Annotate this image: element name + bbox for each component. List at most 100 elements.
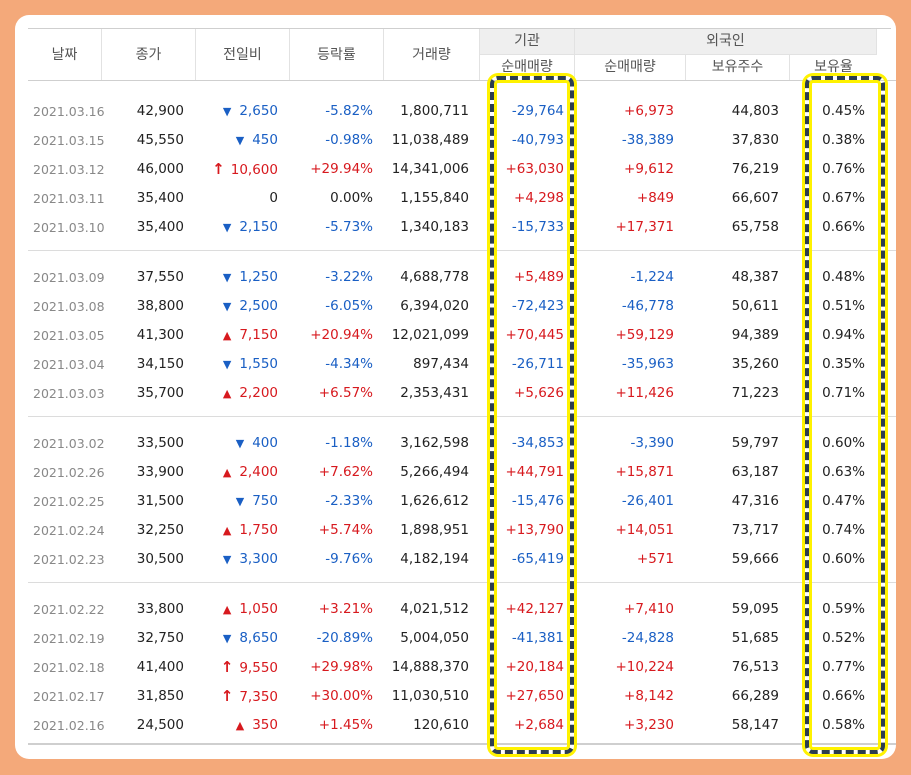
ratio-cell: 0.38%	[822, 132, 865, 148]
close-cell: 35,400	[136, 219, 184, 235]
ratio-cell: 0.45%	[822, 103, 865, 119]
date-cell: 2021.03.04	[33, 357, 105, 372]
institution-net-cell: -72,423	[511, 298, 564, 314]
foreign-net-cell: -46,778	[621, 298, 674, 314]
highlight-ownership-ratio-column	[805, 76, 885, 754]
col-header-date: 날짜	[28, 29, 102, 81]
down-triangle-icon: ▼	[222, 271, 232, 284]
date-cell: 2021.03.08	[33, 299, 105, 314]
change-value: 0	[269, 190, 278, 206]
table-row: 2021.02.23 30,500 ▼ 3,300 -9.76% 4,182,194 -65…	[15, 545, 896, 574]
table-row: 2021.03.10 35,400 ▼ 2,150 -5.73% 1,340,183 -15…	[15, 213, 896, 242]
holdings-cell: 44,803	[731, 103, 779, 119]
foreign-net-cell: +6,973	[624, 103, 674, 119]
table-row: 2021.03.02 33,500 ▼ 400 -1.18% 3,162,598 -34,8…	[15, 429, 896, 458]
col-header-holdings: 보유주수	[686, 54, 790, 81]
holdings-cell: 66,289	[731, 688, 779, 704]
close-cell: 33,900	[136, 464, 184, 480]
foreign-net-cell: +15,871	[615, 464, 674, 480]
date-cell: 2021.02.25	[33, 494, 105, 509]
date-cell: 2021.03.15	[33, 133, 105, 148]
change-value: 2,200	[239, 385, 278, 401]
foreign-net-cell: +849	[636, 190, 674, 206]
rate-cell: +6.57%	[318, 385, 373, 401]
close-cell: 32,250	[136, 522, 184, 538]
close-cell: 33,800	[136, 601, 184, 617]
close-cell: 38,800	[136, 298, 184, 314]
date-cell: 2021.03.16	[33, 104, 105, 119]
table-row: 2021.02.25 31,500 ▼ 750 -2.33% 1,626,612 -15,4…	[15, 487, 896, 516]
rate-cell: +30.00%	[310, 688, 373, 704]
volume-cell: 4,688,778	[400, 269, 469, 285]
date-cell: 2021.03.02	[33, 436, 105, 451]
foreign-net-cell: +14,051	[615, 522, 674, 538]
date-cell: 2021.02.16	[33, 718, 105, 733]
table-row: 2021.02.17 31,850 ↑ 7,350 +30.00% 11,030,510 +…	[15, 682, 896, 711]
rate-cell: -5.82%	[325, 103, 373, 119]
foreign-net-cell: -35,963	[621, 356, 674, 372]
close-cell: 35,400	[136, 190, 184, 206]
col-header-inst-net: 순매매량	[480, 54, 575, 81]
change-value: 3,300	[239, 551, 278, 567]
institution-net-cell: +13,790	[505, 522, 564, 538]
up-triangle-icon: ▲	[235, 719, 245, 732]
table-row: 2021.03.16 42,900 ▼ 2,650 -5.82% 1,800,711 -29…	[15, 97, 896, 126]
table-row: 2021.02.26 33,900 ▲ 2,400 +7.62% 5,266,494 +44…	[15, 458, 896, 487]
change-cell: ▲ 1,050	[223, 595, 278, 624]
change-value: 750	[252, 493, 278, 509]
rate-cell: -2.33%	[325, 493, 373, 509]
foreign-net-cell: +59,129	[615, 327, 674, 343]
volume-cell: 1,898,951	[400, 522, 469, 538]
col-header-close: 종가	[102, 29, 196, 81]
volume-cell: 1,340,183	[400, 219, 469, 235]
change-cell: ▼ 2,500	[223, 292, 278, 321]
change-cell: ▼ 450	[236, 126, 278, 155]
close-cell: 46,000	[136, 161, 184, 177]
foreign-net-cell: -1,224	[630, 269, 674, 285]
holdings-cell: 50,611	[731, 298, 779, 314]
change-cell: ▲ 1,750	[223, 516, 278, 545]
change-cell: 0	[269, 184, 278, 213]
up-triangle-icon: ▲	[222, 329, 232, 342]
ratio-cell: 0.35%	[822, 356, 865, 372]
ratio-cell: 0.51%	[822, 298, 865, 314]
down-triangle-icon: ▼	[222, 358, 232, 371]
date-cell: 2021.03.10	[33, 220, 105, 235]
down-triangle-icon: ▼	[222, 300, 232, 313]
date-cell: 2021.03.09	[33, 270, 105, 285]
ratio-cell: 0.74%	[822, 522, 865, 538]
date-cell: 2021.02.24	[33, 523, 105, 538]
change-value: 8,650	[239, 630, 278, 646]
institution-net-cell: +42,127	[505, 601, 564, 617]
institution-net-cell: +5,626	[514, 385, 564, 401]
rate-cell: -20.89%	[316, 630, 373, 646]
col-header-change: 전일비	[196, 29, 290, 81]
table-row: 2021.03.05 41,300 ▲ 7,150 +20.94% 12,021,099 +…	[15, 321, 896, 350]
change-cell: ▼ 2,650	[223, 97, 278, 126]
change-value: 2,650	[239, 103, 278, 119]
upper-limit-arrow-icon: ↑	[220, 658, 234, 676]
ratio-cell: 0.66%	[822, 688, 865, 704]
table-row: 2021.03.08 38,800 ▼ 2,500 -6.05% 6,394,020 -72…	[15, 292, 896, 321]
holdings-cell: 58,147	[731, 717, 779, 733]
table-row: 2021.02.22 33,800 ▲ 1,050 +3.21% 4,021,512 +42…	[15, 595, 896, 624]
volume-cell: 2,353,431	[400, 385, 469, 401]
col-header-foreign: 외국인	[575, 29, 877, 54]
table-row: 2021.03.11 35,400 0 0.00% 1,155,840 +4,298 +84…	[15, 184, 896, 213]
rate-cell: +7.62%	[318, 464, 373, 480]
institution-net-cell: +70,445	[505, 327, 564, 343]
change-cell: ↑ 7,350	[221, 682, 278, 711]
institution-net-cell: -40,793	[511, 132, 564, 148]
change-cell: ↑ 10,600	[212, 155, 278, 184]
holdings-cell: 73,717	[731, 522, 779, 538]
close-cell: 35,700	[136, 385, 184, 401]
institution-net-cell: +27,650	[505, 688, 564, 704]
down-triangle-icon: ▼	[222, 632, 232, 645]
change-cell: ▼ 750	[236, 487, 278, 516]
col-header-institution: 기관	[480, 29, 575, 54]
close-cell: 34,150	[136, 356, 184, 372]
institution-net-cell: +4,298	[514, 190, 564, 206]
holdings-cell: 63,187	[731, 464, 779, 480]
rate-cell: +3.21%	[318, 601, 373, 617]
foreign-net-cell: +3,230	[624, 717, 674, 733]
